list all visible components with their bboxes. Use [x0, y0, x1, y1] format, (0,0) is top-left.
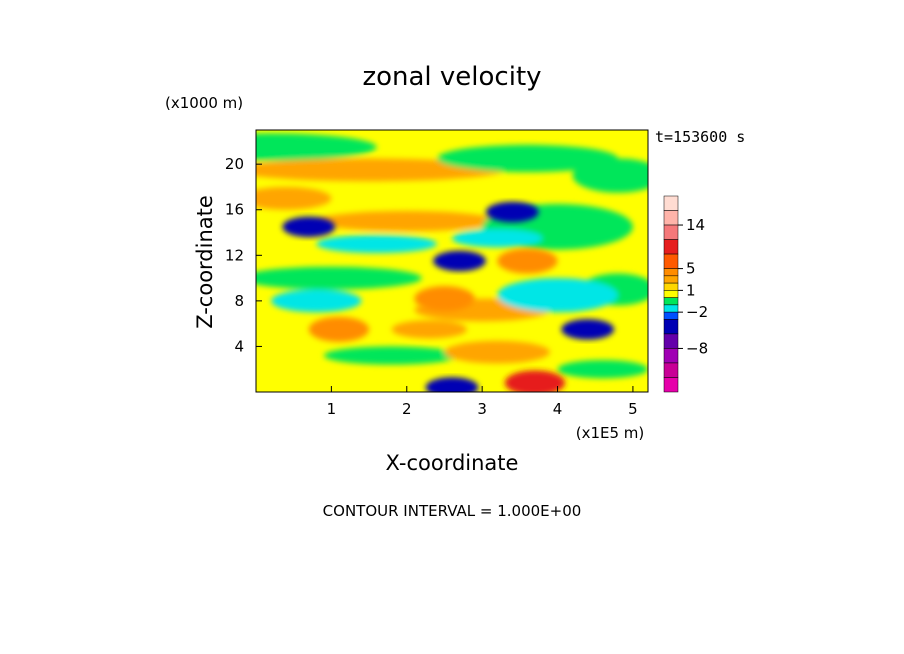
colorbar-level	[663, 333, 679, 349]
colorbar-tick-labels: 14 5 1 −2 −8	[678, 216, 708, 357]
colorbar	[663, 195, 679, 393]
colorbar-level	[663, 210, 679, 226]
x-axis-label: X-coordinate	[386, 451, 519, 475]
colorbar-level	[663, 282, 679, 291]
x-tick-label: 2	[402, 400, 412, 418]
y-tick-label: 20	[225, 155, 244, 173]
contour-interval-note: CONTOUR INTERVAL = 1.000E+00	[323, 502, 582, 520]
field-region-4	[561, 319, 615, 340]
colorbar-tick-label: 5	[686, 260, 696, 278]
colorbar-level	[663, 377, 679, 393]
colorbar-level	[663, 311, 679, 320]
y-tick-label: 8	[234, 292, 244, 310]
colorbar-level	[663, 224, 679, 240]
x-unit-label: (x1E5 m)	[576, 424, 645, 442]
colorbar-level	[663, 304, 679, 313]
colorbar-level	[663, 348, 679, 364]
field-region-7	[414, 286, 475, 312]
colorbar-level	[663, 362, 679, 378]
x-tick-label: 5	[628, 400, 638, 418]
field-region-6	[308, 316, 370, 342]
colorbar-level	[663, 275, 679, 284]
colorbar-level	[663, 268, 679, 277]
colorbar-level	[663, 239, 679, 255]
colorbar-tick-label: −8	[686, 339, 708, 357]
plot-frame	[255, 129, 649, 393]
colorbar-level	[663, 253, 679, 269]
time-label: t=153600 s	[655, 128, 745, 146]
y-tick-label: 16	[225, 201, 244, 219]
y-tick-labels: 4 8 12 16 20	[225, 155, 262, 355]
x-tick-label: 4	[553, 400, 563, 418]
x-tick-label: 1	[327, 400, 337, 418]
y-tick-label: 4	[234, 337, 244, 355]
chart-title: zonal velocity	[362, 62, 541, 92]
colorbar-level	[663, 290, 679, 298]
x-tick-labels: 1 2 3 4 5	[327, 386, 638, 418]
y-unit-label: (x1000 m)	[165, 94, 243, 112]
y-axis-label: Z-coordinate	[193, 195, 217, 329]
field-region-5	[485, 201, 539, 223]
field-region-0	[425, 377, 479, 392]
colorbar-level	[663, 195, 679, 211]
field-region-2	[282, 216, 336, 238]
colorbar-tick-label: 1	[686, 281, 696, 299]
colorbar-level	[663, 297, 679, 306]
field-region-3	[433, 250, 486, 272]
colorbar-tick-label: −2	[686, 303, 708, 321]
field-region-1	[504, 370, 566, 392]
y-tick-label: 12	[225, 246, 244, 264]
colorbar-tick-label: 14	[686, 216, 705, 234]
plot-area	[255, 129, 649, 393]
field-region-8	[497, 248, 558, 274]
colorbar-level	[663, 319, 679, 335]
x-tick-label: 3	[477, 400, 487, 418]
